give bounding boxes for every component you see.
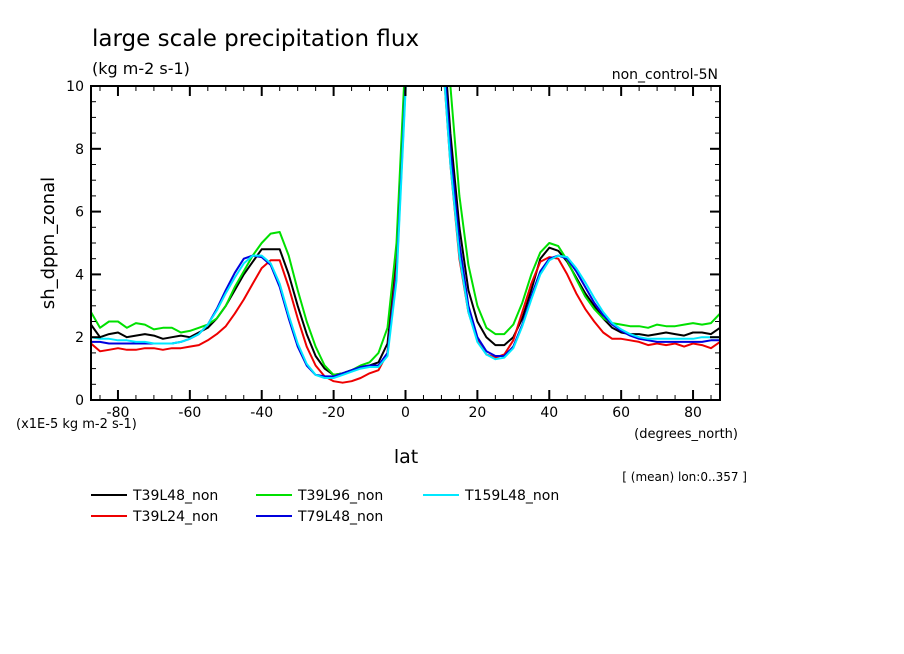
x-tick-label: 60 (612, 405, 630, 421)
x-axis-units: (degrees_north) (634, 427, 738, 442)
y-tick-label: 4 (75, 267, 84, 283)
legend-label: T79L48_non (297, 509, 383, 525)
x-axis-label: lat (394, 446, 418, 468)
y-tick-label: 8 (75, 142, 84, 158)
y-tick-label: 10 (66, 79, 84, 95)
x-tick-label: 0 (401, 405, 410, 421)
series-line-T39L24_non (91, 86, 720, 384)
chart-title: large scale precipitation flux (92, 26, 419, 52)
x-tick-label: 80 (684, 405, 702, 421)
legend: T39L48_non T39L24_non T39L96_non T79L48_non… (91, 488, 559, 525)
legend-label: T39L24_non (132, 509, 218, 525)
tick-layer: -80 -60 -40 -20 0 20 40 60 80 0 2 4 6 8 10 (66, 79, 720, 421)
x-tick-label: 20 (468, 405, 486, 421)
legend-label: T39L48_non (132, 488, 218, 504)
plot-frame (90, 85, 721, 401)
y-axis-label: sh_dppn_zonal (38, 177, 59, 309)
chart-subtitle-units: (kg m-2 s-1) (92, 59, 190, 78)
series-line-T79L48_non (91, 86, 720, 378)
y-tick-label: 0 (75, 393, 84, 409)
legend-item-T79L48_non: T79L48_non (256, 509, 383, 525)
averaging-note: [ (mean) lon:0..357 ] (622, 470, 747, 484)
x-tick-label: -20 (322, 405, 345, 421)
series-line-T159L48_non (91, 86, 720, 379)
legend-item-T39L96_non: T39L96_non (256, 488, 383, 504)
x-tick-label: 40 (540, 405, 558, 421)
legend-label: T159L48_non (464, 488, 559, 504)
experiment-label: non_control-5N (612, 67, 718, 83)
y-tick-label: 6 (75, 205, 84, 221)
x-tick-label: -60 (178, 405, 201, 421)
y-scale-note: (x1E-5 kg m-2 s-1) (16, 417, 137, 432)
series-layer (91, 86, 720, 384)
series-line-T39L48_non (91, 86, 720, 376)
series-line-T39L96_non (91, 86, 720, 376)
x-tick-label: -40 (250, 405, 273, 421)
x-tick-label: -80 (107, 405, 130, 421)
legend-label: T39L96_non (297, 488, 383, 504)
legend-item-T159L48_non: T159L48_non (423, 488, 559, 504)
legend-item-T39L48_non: T39L48_non (91, 488, 218, 504)
legend-item-T39L24_non: T39L24_non (91, 509, 218, 525)
y-tick-label: 2 (75, 330, 84, 346)
